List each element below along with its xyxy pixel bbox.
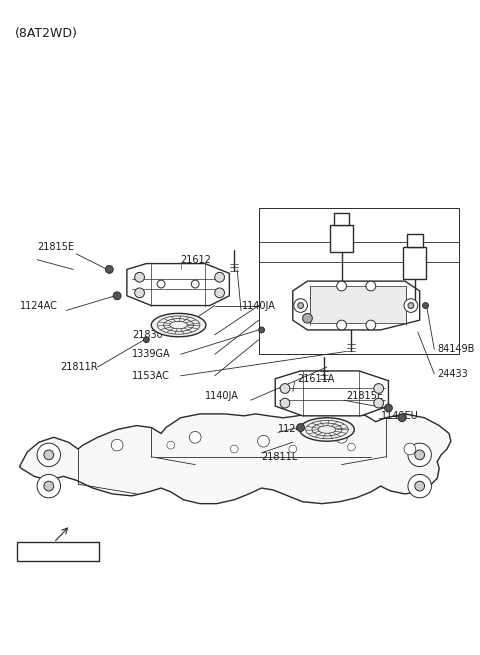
Circle shape — [336, 432, 348, 443]
Circle shape — [280, 398, 290, 408]
Circle shape — [415, 450, 424, 460]
Text: 21612: 21612 — [180, 255, 211, 265]
Circle shape — [259, 327, 264, 333]
Text: 1140JA: 1140JA — [205, 391, 239, 402]
Circle shape — [408, 474, 432, 498]
Text: 24433: 24433 — [437, 369, 468, 379]
Circle shape — [144, 337, 149, 343]
Circle shape — [408, 443, 432, 466]
Circle shape — [280, 384, 290, 394]
Circle shape — [366, 281, 376, 291]
Bar — [259, 208, 459, 354]
Text: 1124AC: 1124AC — [20, 301, 58, 310]
Text: (8AT2WD): (8AT2WD) — [14, 28, 77, 41]
Circle shape — [192, 280, 199, 288]
Circle shape — [215, 288, 225, 298]
Circle shape — [289, 445, 297, 453]
Ellipse shape — [157, 316, 200, 334]
Text: 1339GA: 1339GA — [132, 349, 170, 360]
Ellipse shape — [164, 318, 193, 331]
Text: 21811R: 21811R — [60, 362, 98, 372]
Bar — [311, 286, 406, 323]
Circle shape — [44, 481, 54, 491]
Circle shape — [298, 303, 303, 309]
Circle shape — [258, 436, 269, 447]
Polygon shape — [293, 281, 420, 330]
Circle shape — [336, 281, 347, 291]
Circle shape — [44, 450, 54, 460]
Bar — [334, 213, 349, 225]
Circle shape — [215, 272, 225, 282]
Ellipse shape — [312, 423, 342, 436]
Circle shape — [106, 265, 113, 273]
Circle shape — [336, 320, 347, 330]
Circle shape — [111, 440, 123, 451]
Text: 21811L: 21811L — [262, 452, 298, 462]
Circle shape — [297, 424, 304, 432]
Ellipse shape — [318, 426, 336, 433]
Circle shape — [348, 443, 355, 451]
Text: 21611A: 21611A — [298, 374, 335, 384]
Ellipse shape — [306, 421, 348, 439]
Circle shape — [157, 280, 165, 288]
Text: 21815E: 21815E — [37, 242, 74, 252]
Ellipse shape — [300, 418, 354, 441]
Circle shape — [374, 398, 384, 408]
Polygon shape — [275, 371, 388, 416]
FancyBboxPatch shape — [17, 542, 98, 561]
Bar — [403, 247, 427, 279]
Text: 21830: 21830 — [132, 330, 163, 340]
Circle shape — [189, 432, 201, 443]
Circle shape — [404, 299, 418, 312]
Circle shape — [374, 384, 384, 394]
Circle shape — [422, 303, 429, 309]
Text: 1140JA: 1140JA — [242, 301, 276, 310]
Text: 1153AC: 1153AC — [132, 371, 169, 381]
Text: 84149B: 84149B — [437, 345, 475, 354]
Circle shape — [384, 404, 392, 412]
Polygon shape — [127, 263, 229, 305]
Bar — [330, 225, 353, 252]
Circle shape — [167, 441, 175, 449]
Circle shape — [404, 443, 416, 455]
Ellipse shape — [151, 313, 206, 337]
Polygon shape — [20, 408, 451, 504]
Bar — [407, 234, 422, 247]
Circle shape — [37, 443, 60, 466]
Circle shape — [398, 414, 406, 422]
Circle shape — [135, 288, 144, 298]
Text: REF.60-624: REF.60-624 — [24, 548, 74, 557]
Circle shape — [37, 474, 60, 498]
Circle shape — [408, 303, 414, 309]
Circle shape — [294, 299, 307, 312]
Ellipse shape — [170, 322, 187, 329]
Text: 1124AC: 1124AC — [278, 424, 316, 434]
Circle shape — [366, 320, 376, 330]
Circle shape — [415, 481, 424, 491]
Circle shape — [113, 292, 121, 300]
Text: 1140EU: 1140EU — [381, 411, 419, 421]
Circle shape — [302, 313, 312, 323]
Circle shape — [230, 445, 238, 453]
Circle shape — [135, 272, 144, 282]
Text: 21815E: 21815E — [347, 391, 384, 402]
